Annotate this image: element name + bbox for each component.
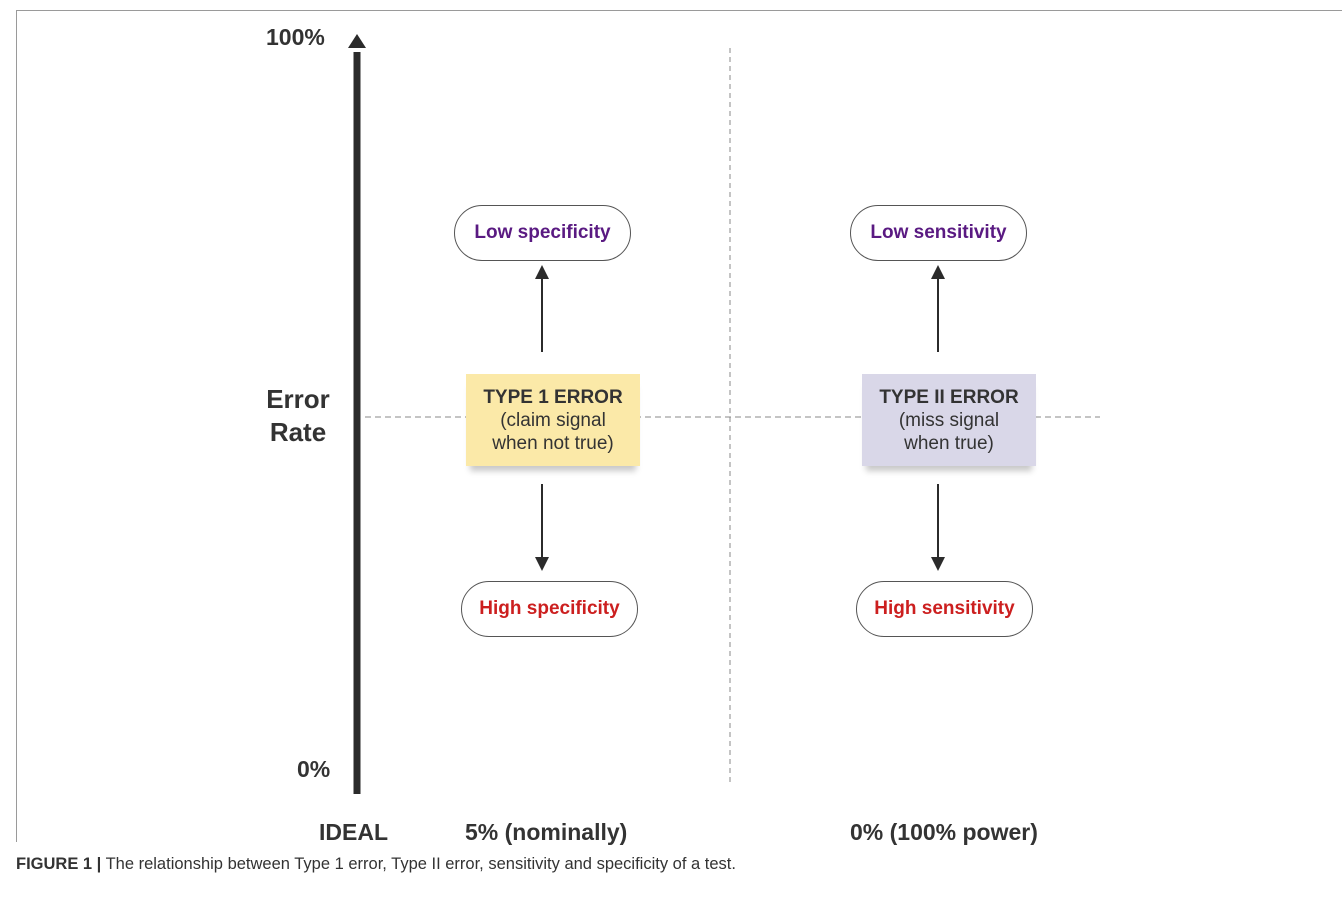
type2-error-line1: (miss signal — [898, 409, 1000, 431]
type1-value-label: 5% (nominally) — [465, 819, 628, 845]
type1-error-line1: (claim signal — [500, 409, 606, 431]
figure-caption: FIGURE 1 | The relationship between Type… — [16, 855, 736, 874]
caption-text: The relationship between Type 1 error, T… — [101, 855, 736, 873]
type2-error-box: TYPE II ERROR (miss signal when true) — [862, 374, 1036, 466]
axis-bottom-label: 0% — [297, 756, 331, 782]
type2-value-label: 0% (100% power) — [850, 819, 1038, 845]
axis-title-line1: Error — [266, 384, 330, 414]
axis-title: Error Rate — [252, 383, 344, 449]
type2-error-title: TYPE II ERROR — [879, 386, 1019, 408]
high-specificity-label: High specificity — [461, 581, 638, 637]
ideal-label: IDEAL — [319, 819, 388, 845]
figure-frame — [16, 10, 1342, 842]
type2-error-line2: when true) — [904, 432, 994, 454]
high-sensitivity-label: High sensitivity — [856, 581, 1033, 637]
axis-title-line2: Rate — [269, 417, 327, 447]
low-specificity-label: Low specificity — [454, 205, 631, 261]
low-sensitivity-label: Low sensitivity — [850, 205, 1027, 261]
type1-error-box: TYPE 1 ERROR (claim signal when not true… — [466, 374, 640, 466]
type1-error-title: TYPE 1 ERROR — [483, 386, 623, 408]
caption-prefix: FIGURE 1 | — [16, 855, 102, 873]
type1-error-line2: when not true) — [492, 432, 614, 454]
axis-arrow-head — [348, 34, 366, 48]
axis-top-label: 100% — [266, 24, 325, 50]
